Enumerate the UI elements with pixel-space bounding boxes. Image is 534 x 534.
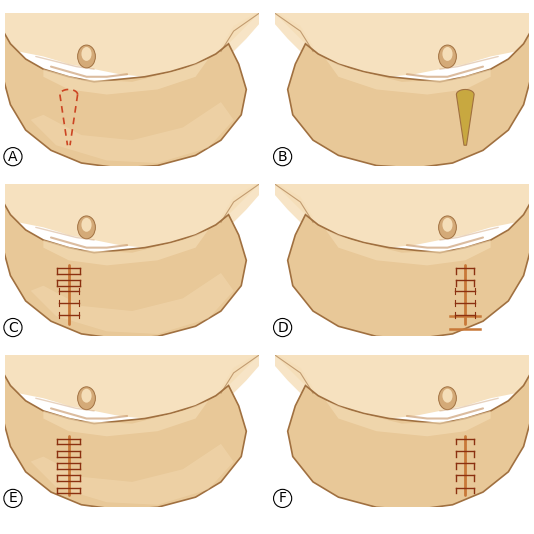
Polygon shape — [288, 26, 534, 168]
Polygon shape — [0, 26, 246, 168]
Polygon shape — [43, 59, 208, 95]
Polygon shape — [270, 9, 318, 69]
Ellipse shape — [438, 387, 457, 410]
Ellipse shape — [442, 218, 453, 232]
Polygon shape — [43, 400, 208, 436]
Polygon shape — [270, 179, 318, 240]
Polygon shape — [0, 368, 246, 510]
Polygon shape — [43, 230, 208, 265]
Ellipse shape — [442, 47, 453, 61]
Ellipse shape — [81, 389, 92, 403]
Text: A: A — [8, 150, 18, 163]
Polygon shape — [31, 102, 234, 163]
Text: B: B — [278, 150, 287, 163]
Polygon shape — [270, 350, 534, 419]
Polygon shape — [270, 179, 534, 248]
Text: C: C — [8, 320, 18, 334]
Ellipse shape — [77, 45, 96, 68]
Polygon shape — [216, 350, 264, 411]
Ellipse shape — [77, 387, 96, 410]
Polygon shape — [216, 179, 264, 240]
Ellipse shape — [81, 218, 92, 232]
Ellipse shape — [438, 216, 457, 239]
Ellipse shape — [438, 45, 457, 68]
Polygon shape — [326, 230, 491, 265]
Ellipse shape — [442, 389, 453, 403]
Text: F: F — [279, 491, 287, 505]
Polygon shape — [270, 9, 534, 77]
Polygon shape — [270, 350, 318, 411]
Polygon shape — [0, 350, 264, 419]
Polygon shape — [0, 9, 264, 77]
Polygon shape — [326, 400, 491, 436]
Text: D: D — [277, 320, 288, 334]
Text: E: E — [9, 491, 17, 505]
Polygon shape — [288, 368, 534, 510]
Polygon shape — [0, 197, 246, 339]
Polygon shape — [31, 444, 234, 505]
Ellipse shape — [77, 216, 96, 239]
Polygon shape — [457, 89, 474, 145]
Polygon shape — [0, 179, 264, 248]
Polygon shape — [288, 197, 534, 339]
Polygon shape — [216, 9, 264, 69]
Ellipse shape — [81, 47, 92, 61]
Polygon shape — [326, 59, 491, 95]
Polygon shape — [31, 273, 234, 334]
